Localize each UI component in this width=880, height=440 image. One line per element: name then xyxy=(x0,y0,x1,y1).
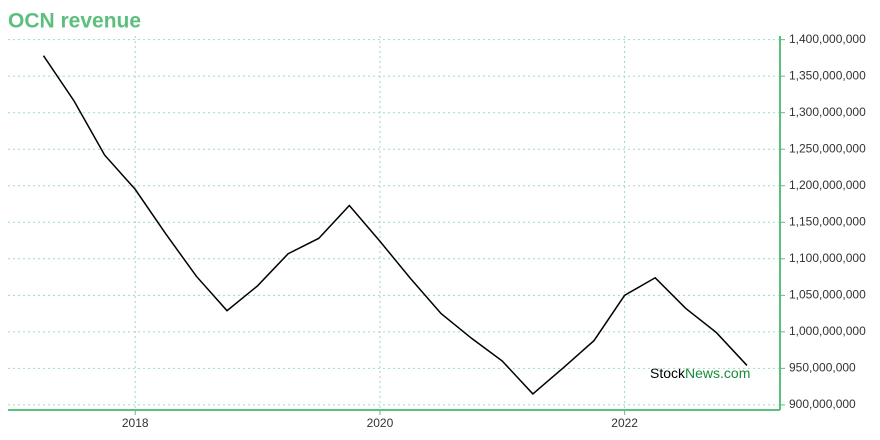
y-tick-label: 950,000,000 xyxy=(789,361,856,375)
watermark-part: Stock xyxy=(650,365,686,381)
y-tick-label: 1,000,000,000 xyxy=(789,324,866,338)
y-tick-label: 1,400,000,000 xyxy=(789,32,866,46)
y-tick-label: 900,000,000 xyxy=(789,397,856,411)
y-tick-label: 1,150,000,000 xyxy=(789,214,866,228)
y-tick-label: 1,050,000,000 xyxy=(789,287,866,301)
watermark-part: News.com xyxy=(685,365,750,381)
line xyxy=(42,55,748,395)
y-tick-label: 1,350,000,000 xyxy=(789,68,866,82)
watermark: StockNews.com xyxy=(650,365,750,381)
y-tick-label: 1,100,000,000 xyxy=(789,251,866,265)
x-tick-label: 2022 xyxy=(611,416,638,430)
y-tick-label: 1,300,000,000 xyxy=(789,105,866,119)
chart-title: OCN revenue xyxy=(8,10,141,33)
y-tick-label: 1,200,000,000 xyxy=(789,178,866,192)
y-tick-label: 1,250,000,000 xyxy=(789,141,866,155)
x-tick-label: 2020 xyxy=(367,416,394,430)
x-tick-label: 2018 xyxy=(122,416,149,430)
